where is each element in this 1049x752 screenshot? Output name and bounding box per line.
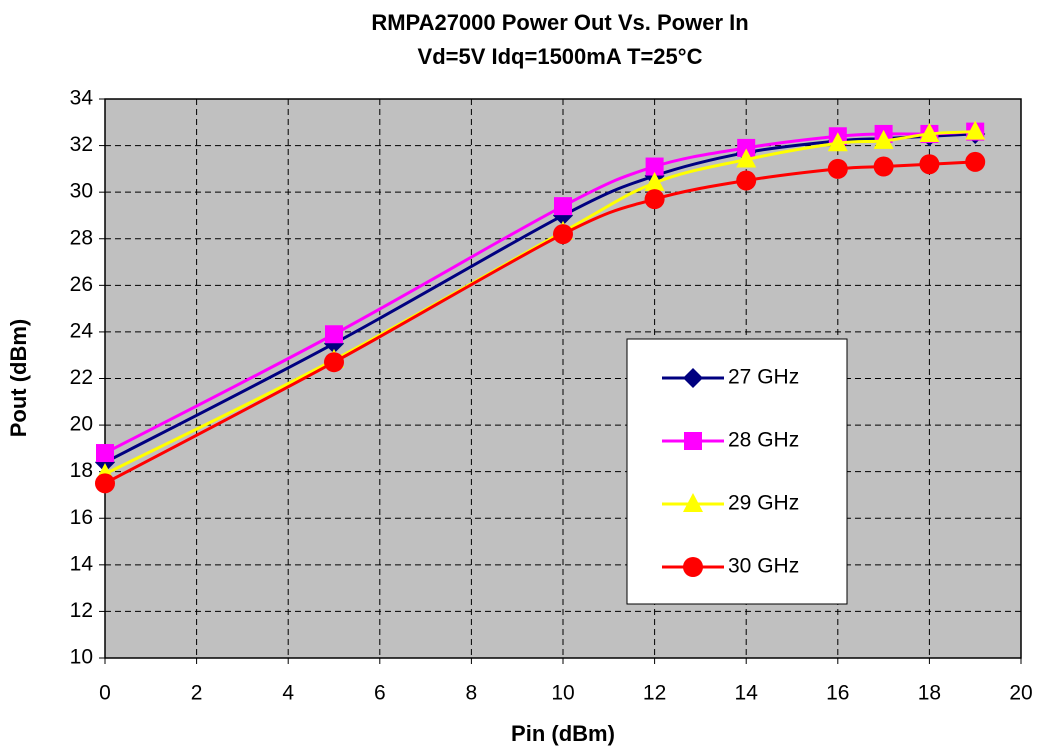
y-tick-label: 20 [70, 413, 93, 436]
x-tick-label: 4 [282, 682, 294, 705]
marker [737, 138, 756, 157]
y-tick-label: 32 [70, 133, 93, 156]
legend-label: 27 GHz [728, 366, 799, 389]
y-tick-label: 18 [70, 459, 93, 482]
marker [965, 120, 986, 140]
plot-border [104, 98, 1022, 659]
legend-label: 29 GHz [728, 492, 799, 515]
legend [626, 338, 848, 605]
marker [96, 444, 114, 463]
chart-title: RMPA27000 Power Out Vs. Power In [371, 10, 748, 35]
marker [919, 122, 940, 142]
legend-label: 28 GHz [728, 429, 799, 452]
marker [644, 189, 665, 210]
marker [325, 325, 343, 344]
x-axis-label: Pin (dBm) [511, 721, 615, 746]
x-tick-label: 10 [551, 682, 574, 705]
y-tick-label: 24 [70, 319, 94, 342]
marker [683, 493, 703, 512]
marker [553, 224, 573, 245]
marker [554, 197, 572, 216]
x-tick-label: 6 [374, 682, 386, 705]
y-tick-label: 22 [70, 366, 93, 389]
y-axis-label: Pout (dBm) [6, 319, 31, 438]
x-tick-label: 18 [918, 682, 941, 705]
y-tick-label: 34 [70, 87, 94, 110]
marker [827, 132, 848, 152]
marker [873, 129, 894, 149]
marker [919, 154, 940, 175]
marker [965, 151, 986, 172]
marker [95, 473, 115, 494]
x-tick-label: 16 [826, 682, 849, 705]
y-tick-label: 30 [70, 180, 93, 203]
y-tick-label: 14 [70, 552, 94, 575]
x-tick-label: 12 [643, 682, 666, 705]
marker [644, 171, 665, 191]
y-tick-label: 28 [70, 226, 93, 249]
x-tick-label: 14 [735, 682, 759, 705]
marker [684, 432, 702, 450]
marker [683, 368, 703, 388]
y-tick-label: 10 [70, 646, 93, 669]
marker [736, 148, 757, 168]
x-tick-label: 2 [191, 682, 203, 705]
marker [645, 157, 664, 176]
x-tick-label: 0 [99, 682, 111, 705]
marker [324, 352, 344, 373]
marker [736, 170, 757, 191]
y-tick-label: 16 [70, 506, 93, 529]
marker [683, 557, 703, 577]
x-tick-label: 8 [466, 682, 478, 705]
y-tick-label: 26 [70, 273, 93, 296]
y-tick-label: 12 [70, 599, 93, 622]
x-tick-label: 20 [1009, 682, 1032, 705]
legend-label: 30 GHz [728, 555, 799, 578]
marker [873, 156, 894, 177]
chart-subtitle: Vd=5V Idq=1500mA T=25°C [418, 44, 703, 69]
marker [827, 158, 848, 179]
